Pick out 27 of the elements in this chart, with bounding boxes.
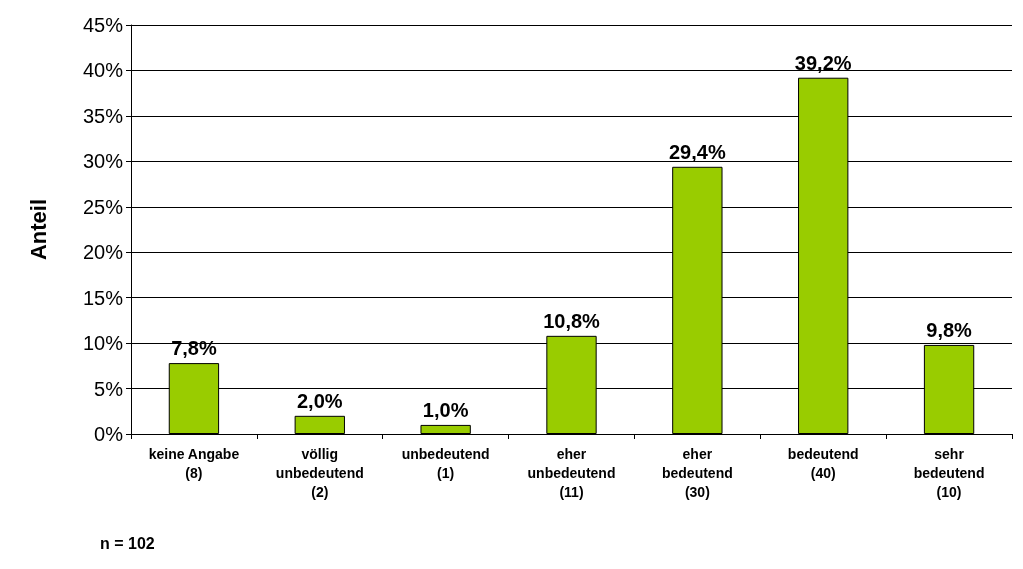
data-label: 1,0% bbox=[422, 398, 469, 421]
x-tick-label: eher bedeutend (30) bbox=[661, 445, 733, 500]
y-tick-label: 5% bbox=[94, 377, 124, 400]
data-label: 39,2% bbox=[794, 51, 852, 74]
y-tick-label: 15% bbox=[82, 286, 124, 309]
data-label: 10,8% bbox=[543, 309, 601, 332]
y-axis-title: Anteil bbox=[25, 198, 51, 261]
y-tick-label: 20% bbox=[82, 241, 124, 264]
x-tick-label: unbedeutend (1) bbox=[401, 445, 490, 481]
text: n = 102 bbox=[100, 534, 155, 552]
y-tick-label: 30% bbox=[82, 150, 124, 173]
y-tick-label: 10% bbox=[82, 332, 124, 355]
x-tick-label: völlig unbedeutend (2) bbox=[275, 445, 364, 500]
y-tick-label: 40% bbox=[82, 59, 124, 82]
data-label: 2,0% bbox=[296, 389, 343, 412]
y-tick-label: 25% bbox=[82, 195, 124, 218]
data-label: 9,8% bbox=[926, 318, 973, 341]
bar bbox=[294, 415, 345, 434]
x-tick-label: keine Angabe (8) bbox=[148, 445, 240, 481]
y-tick-label: 45% bbox=[82, 14, 124, 36]
y-tick-label: 0% bbox=[94, 423, 124, 445]
y-tick-label: 35% bbox=[82, 104, 124, 127]
x-tick-label: eher unbedeutend (11) bbox=[527, 445, 616, 500]
data-label: 29,4% bbox=[669, 140, 726, 163]
x-tick-label: bedeutend (40) bbox=[787, 445, 859, 481]
x-tick-label: sehr bedeutend (10) bbox=[913, 445, 985, 500]
bar bbox=[420, 424, 471, 434]
